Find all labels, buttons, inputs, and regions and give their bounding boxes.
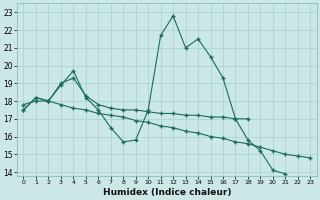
- X-axis label: Humidex (Indice chaleur): Humidex (Indice chaleur): [103, 188, 231, 197]
